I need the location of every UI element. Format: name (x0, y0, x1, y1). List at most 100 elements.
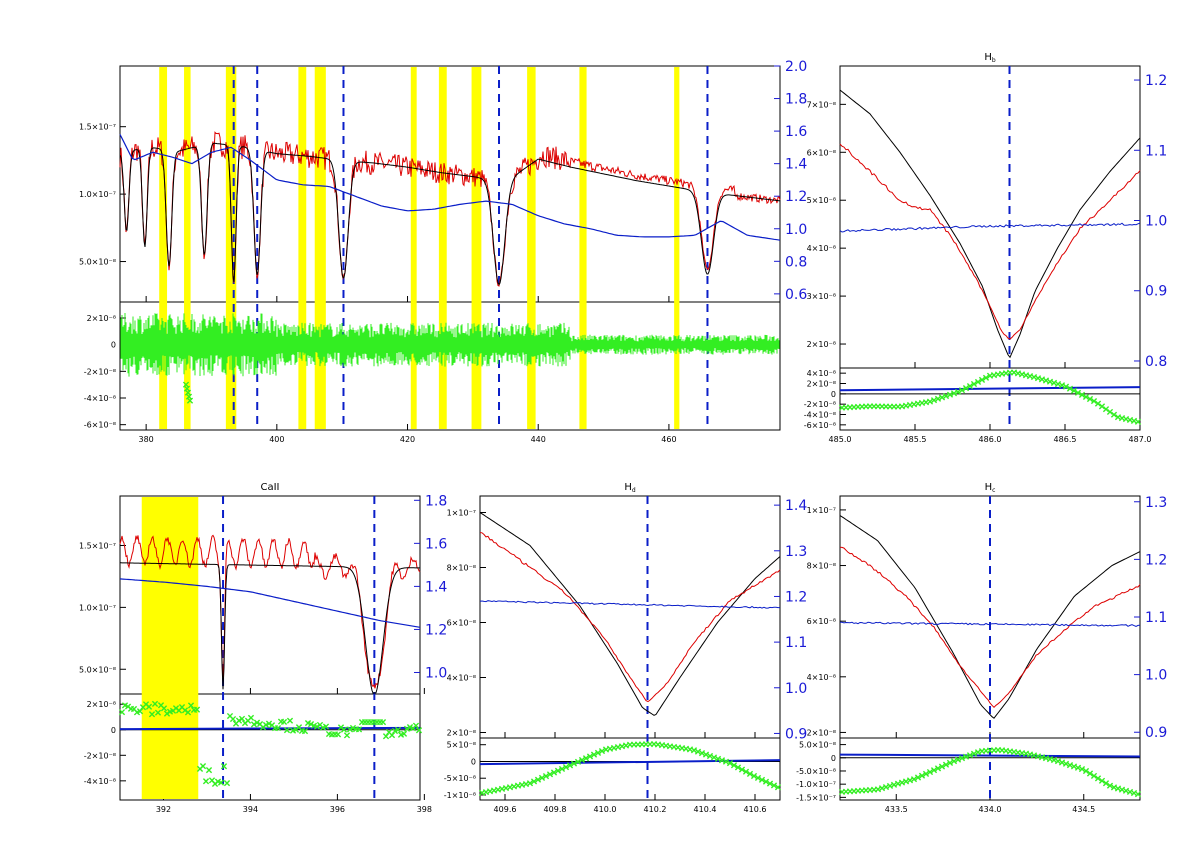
overview-panel: 380 400 420 440 460 5.0×10⁻⁸ 1.0×10⁻⁷ 1.5×10⁻⁷ 0… (79, 59, 807, 444)
residual-point (1110, 411, 1118, 418)
x-tick-label: 398 (417, 805, 432, 814)
residual-point (247, 714, 255, 721)
x-tick-label: 410.0 (594, 805, 617, 814)
residual-point (942, 392, 950, 400)
hb-panel: 485.0 485.5 486.0 486.5 487.0 2×10⁻⁸ 3×10⁻⁸ 4×1… (804, 52, 1168, 444)
residual-point (301, 728, 309, 735)
residual-point (148, 711, 156, 718)
residual-point (578, 756, 586, 764)
x-tick-label: 420 (400, 435, 415, 444)
residual-point (313, 723, 321, 730)
residual-point (1066, 385, 1074, 392)
residual-point (570, 760, 578, 767)
model-spectrum (119, 142, 781, 286)
residual-point (199, 763, 207, 770)
residual-point (746, 770, 754, 777)
residual-point (918, 772, 926, 779)
residual-point (946, 391, 954, 398)
residual-tick-label: -6×10⁻⁸ (804, 421, 836, 430)
ratio-tick-label: 1.3 (1145, 495, 1167, 511)
residual-point (698, 750, 706, 757)
flux-tick-label: 6×10⁻⁸ (447, 619, 476, 628)
residual-point (542, 772, 550, 780)
residual-point (1070, 387, 1078, 394)
residual-tick-label: 4×10⁻⁸ (807, 369, 836, 378)
residual-point (982, 374, 990, 381)
residual-point (910, 776, 918, 783)
x-tick-label: 487.0 (1129, 435, 1152, 444)
x-tick-label: 485.5 (904, 435, 927, 444)
x-tick-label: 486.0 (979, 435, 1002, 444)
ratio-tick-label: 1.0 (1145, 668, 1167, 684)
residual-fit-line (839, 386, 1141, 392)
flux-tick-label: 2×10⁻⁸ (447, 729, 476, 738)
residual-point (163, 710, 171, 717)
residual-point (938, 763, 946, 770)
residual-point (1082, 393, 1090, 401)
flux-tick-label: 4×10⁻⁸ (447, 674, 476, 683)
flux-tick-label: 7×10⁻⁸ (807, 100, 836, 109)
ratio-tick-label: 1.4 (425, 579, 447, 595)
residual-fit-line (479, 759, 781, 766)
residual-tick-label: 2×10⁻⁸ (87, 314, 116, 323)
residual-point (1066, 762, 1074, 769)
residual-point (382, 733, 390, 740)
residual-point (754, 774, 762, 782)
plot-frame (119, 65, 781, 431)
residual-fit-line (119, 726, 421, 731)
ratio-tick-label: 1.3 (785, 544, 807, 560)
residual-point (343, 732, 351, 739)
residual-point (706, 752, 714, 760)
flux-tick-label: 2×10⁻⁸ (807, 728, 836, 737)
residual-point (265, 720, 273, 727)
residual-tick-label: 0 (111, 341, 116, 350)
residual-point (223, 780, 231, 787)
residual-point (774, 784, 782, 791)
residual-point (750, 772, 758, 780)
residual-point (710, 754, 718, 761)
residual-point (526, 780, 534, 787)
model-spectrum (839, 89, 1141, 359)
residual-point (205, 766, 213, 774)
residual-point (1098, 777, 1106, 784)
x-tick-label: 434.5 (1072, 805, 1095, 814)
residual-point (718, 757, 726, 764)
flux-tick-label: 1×10⁻⁷ (447, 509, 476, 518)
residual-point (160, 705, 168, 712)
flux-tick-label: 6×10⁻⁸ (807, 617, 836, 626)
flux-tick-label: 3×10⁻⁸ (807, 292, 836, 301)
x-tick-label: 433.5 (885, 805, 908, 814)
ratio-tick-label: 1.6 (785, 124, 807, 140)
ratio-tick-label: 1.1 (1145, 610, 1167, 626)
residual-point (250, 721, 258, 728)
observed-spectrum (839, 143, 1141, 340)
residual-point (930, 397, 938, 404)
residual-point (582, 755, 590, 762)
residual-tick-label: -5.0×10⁻⁸ (796, 767, 836, 776)
residual-point (412, 722, 420, 729)
residual-point (742, 768, 750, 775)
fit-mask-region (298, 67, 307, 429)
residual-point (926, 768, 934, 776)
x-tick-label: 486.5 (1054, 435, 1077, 444)
flux-tick-label: 5.0×10⁻⁸ (79, 258, 116, 267)
fit-mask-region (159, 67, 168, 429)
residual-point (394, 726, 402, 733)
residual-point (962, 753, 970, 760)
residual-point (1134, 418, 1142, 425)
residual-point (970, 750, 978, 757)
ratio-tick-label: 1.2 (1145, 552, 1167, 568)
flux-tick-label: 4×10⁻⁸ (807, 673, 836, 682)
residual-point (151, 700, 159, 707)
residual-point (286, 717, 294, 724)
residual-point (202, 778, 210, 785)
ratio-curve (839, 222, 1141, 233)
residual-point (566, 762, 574, 769)
caii-panel: 392 394 396 398 5.0×10⁻⁸ 1.0×10⁻⁷ 1.5×10⁻⁷ 1.0 1… (79, 482, 447, 814)
x-tick-label: 460 (661, 435, 676, 444)
residual-point (958, 755, 966, 762)
residual-tick-label: 0 (831, 390, 836, 399)
flux-tick-label: 1×10⁻⁷ (807, 506, 836, 515)
x-tick-label: 394 (243, 805, 258, 814)
